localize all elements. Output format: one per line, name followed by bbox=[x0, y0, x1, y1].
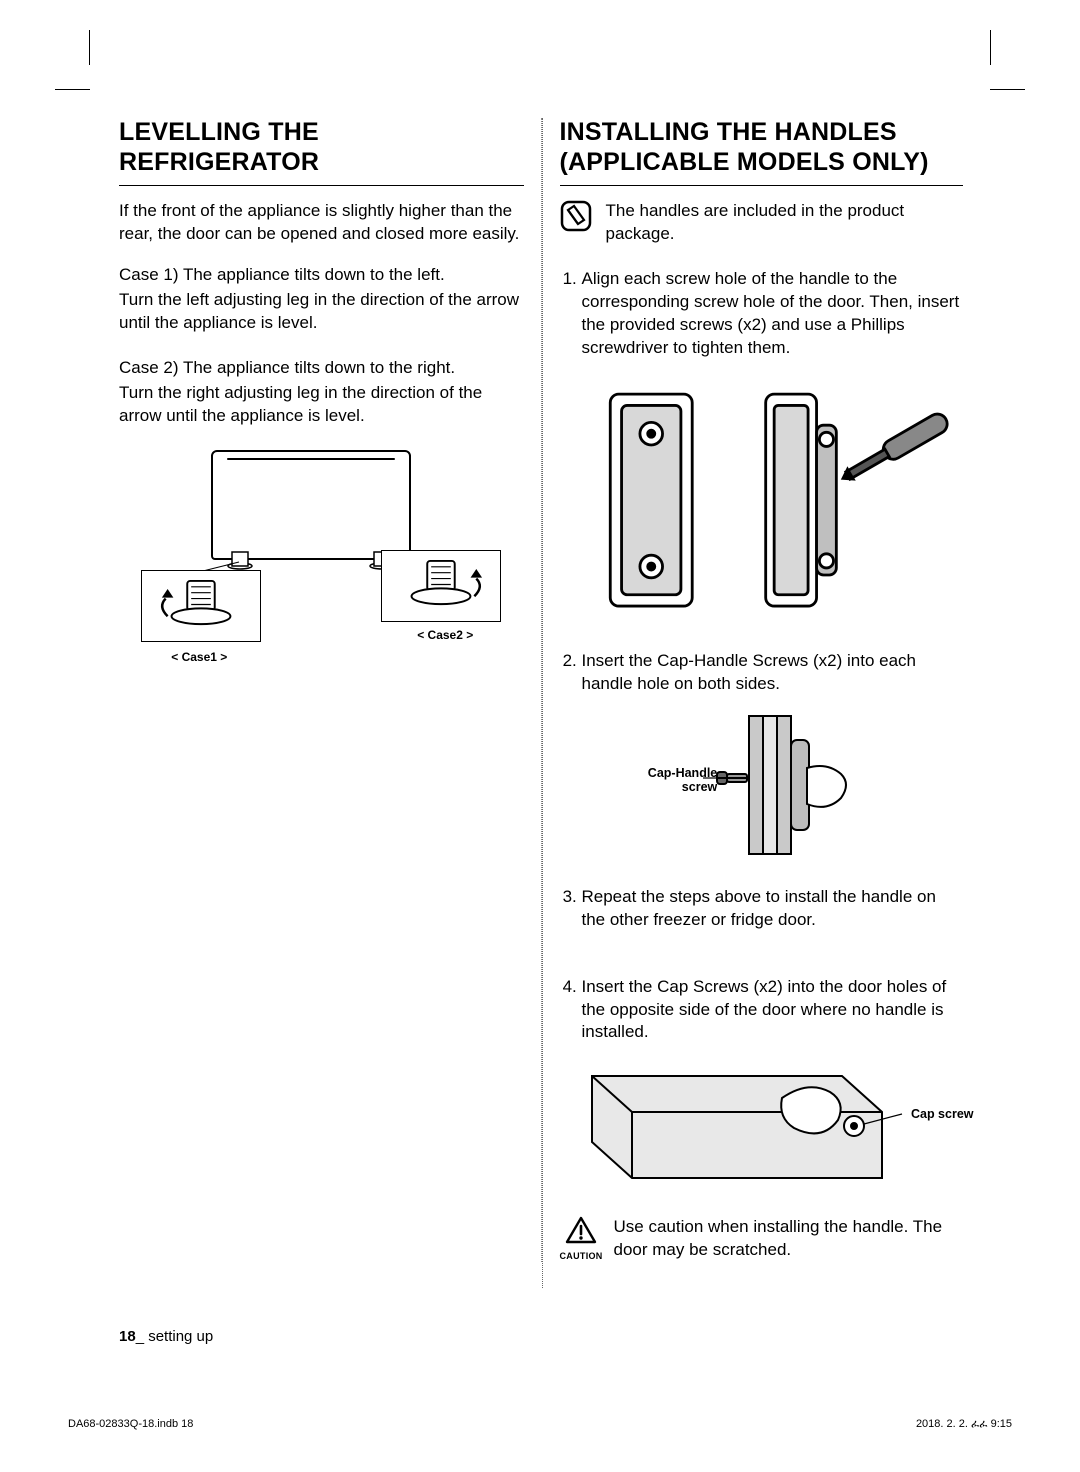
step-2: Insert the Cap-Handle Screws (x2) into e… bbox=[582, 650, 964, 860]
caution-icon: CAUTION bbox=[560, 1216, 602, 1261]
step-1-figure bbox=[582, 380, 964, 620]
footer-section-label: 18_ setting up bbox=[119, 1328, 213, 1345]
step-2-figure: Cap-Handle screw bbox=[657, 710, 887, 860]
handles-title: INSTALLING THE HANDLES (APPLICABLE MODEL… bbox=[560, 118, 964, 186]
case2-body: Turn the right adjusting leg in the dire… bbox=[119, 382, 524, 428]
section-name: _ setting up bbox=[136, 1328, 214, 1345]
crop-mark-top-left bbox=[30, 30, 90, 90]
print-timestamp: 2018. 2. 2. ፈፈ 9:15 bbox=[916, 1418, 1012, 1431]
step-4-text: Insert the Cap Screws (x2) into the door… bbox=[582, 977, 947, 1042]
step-3-text: Repeat the steps above to install the ha… bbox=[582, 887, 936, 929]
caution-text: Use caution when installing the handle. … bbox=[614, 1216, 964, 1262]
step-4-figure: Cap screw bbox=[582, 1062, 962, 1192]
cap-screw-label: Cap screw bbox=[911, 1106, 974, 1123]
manual-page: LEVELLING THE REFRIGERATOR If the front … bbox=[0, 0, 1080, 1472]
cap-handle-screw-label: Cap-Handle screw bbox=[627, 766, 717, 795]
step-2-text: Insert the Cap-Handle Screws (x2) into e… bbox=[582, 651, 917, 693]
page-number: 18 bbox=[119, 1328, 136, 1345]
levelling-title: LEVELLING THE REFRIGERATOR bbox=[119, 118, 524, 186]
caution-row: CAUTION Use caution when installing the … bbox=[560, 1216, 964, 1262]
note-icon bbox=[560, 200, 592, 232]
doc-id: DA68-02833Q-18.indb 18 bbox=[68, 1418, 193, 1431]
footer-meta: DA68-02833Q-18.indb 18 2018. 2. 2. ፈፈ 9:… bbox=[68, 1418, 1012, 1431]
case2-figure-label: < Case2 > bbox=[417, 628, 473, 642]
note-row: The handles are included in the product … bbox=[560, 200, 964, 246]
install-steps: Align each screw hole of the handle to t… bbox=[560, 268, 964, 1193]
step-4: Insert the Cap Screws (x2) into the door… bbox=[582, 976, 964, 1193]
levelling-figure: < Case1 > < Case2 > bbox=[141, 450, 501, 640]
step-1-text: Align each screw hole of the handle to t… bbox=[582, 269, 960, 357]
levelling-intro: If the front of the appliance is slightl… bbox=[119, 200, 524, 246]
step-1: Align each screw hole of the handle to t… bbox=[582, 268, 964, 620]
right-column: INSTALLING THE HANDLES (APPLICABLE MODEL… bbox=[541, 118, 964, 1262]
case1-title: Case 1) The appliance tilts down to the … bbox=[119, 264, 524, 287]
left-column: LEVELLING THE REFRIGERATOR If the front … bbox=[119, 118, 542, 1262]
case1-figure-label: < Case1 > bbox=[171, 650, 227, 664]
crop-mark-top-right bbox=[990, 30, 1050, 90]
case2-title: Case 2) The appliance tilts down to the … bbox=[119, 357, 524, 380]
note-text: The handles are included in the product … bbox=[606, 200, 964, 246]
step-3: Repeat the steps above to install the ha… bbox=[582, 886, 964, 958]
content-area: LEVELLING THE REFRIGERATOR If the front … bbox=[119, 118, 964, 1262]
caution-label: CAUTION bbox=[560, 1251, 602, 1261]
case1-body: Turn the left adjusting leg in the direc… bbox=[119, 289, 524, 335]
